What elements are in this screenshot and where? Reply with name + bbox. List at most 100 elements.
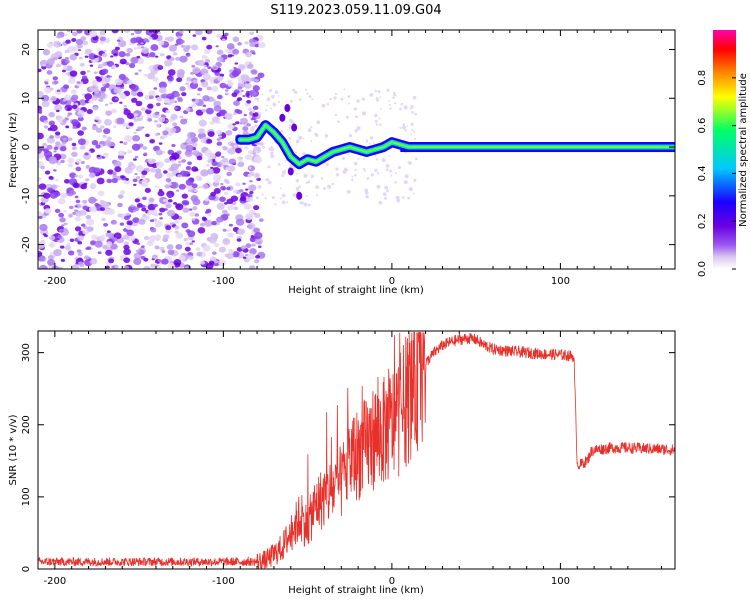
spectrogram-noise-blob xyxy=(53,150,57,153)
spectrogram-noise-blob xyxy=(130,204,135,208)
spectrogram-noise-blob xyxy=(200,260,206,265)
spectrogram-noise-blob xyxy=(105,265,110,269)
spectrogram-noise-blob xyxy=(259,218,264,222)
spectrogram-noise-blob xyxy=(39,223,48,232)
spectrogram-noise-blob xyxy=(131,143,141,151)
spectrogram-noise-blob xyxy=(253,205,260,211)
spectrogram-noise-blob xyxy=(156,96,163,102)
spectrogram-noise-blob xyxy=(204,197,210,202)
spectrogram-faint-blob xyxy=(348,102,351,105)
colorbar-tick-label: 0.8 xyxy=(697,70,708,86)
spectrogram-faint-blob xyxy=(247,173,252,178)
spectrogram-noise-blob xyxy=(191,183,198,189)
spectrogram-faint-blob xyxy=(295,187,299,191)
spectrogram-noise-blob xyxy=(89,172,96,178)
spectrogram-noise-blob xyxy=(62,137,67,141)
spectrogram-noise-blob xyxy=(80,36,87,41)
snr-y-label: SNR (10 * v/v) xyxy=(8,414,19,485)
spectrogram-noise-blob xyxy=(247,150,254,155)
spectrogram-noise-blob xyxy=(38,210,43,217)
spectrogram-noise-blob xyxy=(123,248,132,256)
spectrogram-faint-blob xyxy=(280,129,284,133)
spectrogram-noise-blob xyxy=(205,209,212,214)
spectrogram-noise-blob xyxy=(226,186,231,191)
spectrogram-noise-blob xyxy=(76,83,82,87)
spectrogram-noise-blob xyxy=(135,36,143,44)
spectrogram-noise-blob xyxy=(117,202,123,208)
spectrogram-noise-blob xyxy=(93,55,99,59)
spectrogram-faint-blob xyxy=(346,190,351,194)
spectrogram-faint-blob xyxy=(307,180,311,184)
spectrogram-noise-blob xyxy=(253,156,262,164)
spectrogram-noise-blob xyxy=(249,180,253,183)
spectrogram-noise-blob xyxy=(198,128,206,135)
spectrogram-noise-blob xyxy=(257,245,262,248)
spectrogram-faint-blob xyxy=(357,158,360,160)
spectrogram-noise-blob xyxy=(188,208,193,211)
spectrogram-noise-blob xyxy=(254,212,261,219)
spectrogram-noise-blob xyxy=(131,97,138,103)
spectrogram-noise-blob xyxy=(143,152,148,156)
spectrogram-noise-blob xyxy=(148,95,154,100)
spectrogram-noise-blob xyxy=(67,157,75,164)
spectrogram-noise-blob xyxy=(255,79,259,82)
spectrogram-noise-blob xyxy=(127,234,136,242)
spectrogram-noise-blob xyxy=(53,146,59,151)
spectrogram-noise-blob xyxy=(91,125,99,131)
spectrogram-noise-blob xyxy=(48,120,55,126)
spectrogram-noise-blob xyxy=(135,165,144,172)
spectrogram-faint-blob xyxy=(249,154,252,157)
spectrogram-noise-blob xyxy=(111,108,117,114)
spectrogram-noise-blob xyxy=(153,203,158,208)
spectrogram-noise-blob xyxy=(179,55,188,63)
spectrogram-faint-blob xyxy=(413,178,417,182)
spectrogram-noise-blob xyxy=(93,71,98,74)
spectrogram-noise-blob xyxy=(101,52,108,58)
spectrogram-faint-blob xyxy=(303,173,308,178)
spectrogram-noise-blob xyxy=(252,112,259,117)
spectrogram-noise-blob xyxy=(160,94,166,99)
spectrogram-faint-blob xyxy=(272,102,277,107)
spectrogram-noise-blob xyxy=(65,39,71,44)
spectrogram-noise-blob xyxy=(172,51,178,56)
spectrogram-faint-blob xyxy=(356,126,361,131)
spectrogram-faint-blob xyxy=(378,117,381,120)
spectrogram-noise-blob xyxy=(208,236,217,244)
spectrogram-noise-blob xyxy=(211,251,217,255)
spectrogram-noise-blob xyxy=(89,64,94,67)
spectrogram-noise-blob xyxy=(148,235,157,242)
spectrogram-noise-blob xyxy=(88,53,97,60)
spectrogram-noise-blob xyxy=(213,174,222,182)
spectrogram-noise-blob xyxy=(82,93,86,96)
spectrogram-noise-blob xyxy=(133,258,142,266)
spectrogram-noise-blob xyxy=(162,234,170,240)
spectrogram-noise-blob xyxy=(72,125,77,130)
spectrogram-noise-blob xyxy=(63,210,67,213)
spectrogram-faint-blob xyxy=(277,162,281,166)
snr-y-tick-label: 0 xyxy=(21,566,32,572)
spectrogram-faint-blob xyxy=(368,142,371,145)
spectrogram-noise-blob xyxy=(155,102,161,107)
spectrogram-noise-blob xyxy=(204,219,213,227)
spectrogram-noise-blob xyxy=(242,130,249,136)
spectrogram-noise-blob xyxy=(251,243,256,247)
spectrogram-faint-blob xyxy=(287,112,290,115)
spectrogram-noise-blob xyxy=(42,64,46,67)
spectrogram-faint-blob xyxy=(376,172,380,175)
spectrogram-faint-blob xyxy=(389,107,392,110)
spectrogram-noise-blob xyxy=(248,184,257,192)
spectrogram-faint-blob xyxy=(254,124,258,128)
spectrogram-noise-blob xyxy=(68,205,74,210)
spectrogram-noise-blob xyxy=(83,182,88,186)
spectrogram-noise-blob xyxy=(147,118,153,122)
spectrogram-noise-blob xyxy=(208,260,215,266)
spectrogram-noise-blob xyxy=(118,40,127,48)
spectrogram-faint-blob xyxy=(305,181,309,184)
spectrogram-noise-blob xyxy=(242,94,246,98)
spectrogram-noise-blob xyxy=(60,192,68,199)
spectrogram-noise-blob xyxy=(177,174,182,178)
colorbar-label: Normalized spectral amplitude xyxy=(738,73,749,227)
spectrogram-noise-blob xyxy=(141,178,148,184)
spectrogram-noise-blob xyxy=(103,222,109,227)
spectrogram-noise-blob xyxy=(154,133,159,137)
